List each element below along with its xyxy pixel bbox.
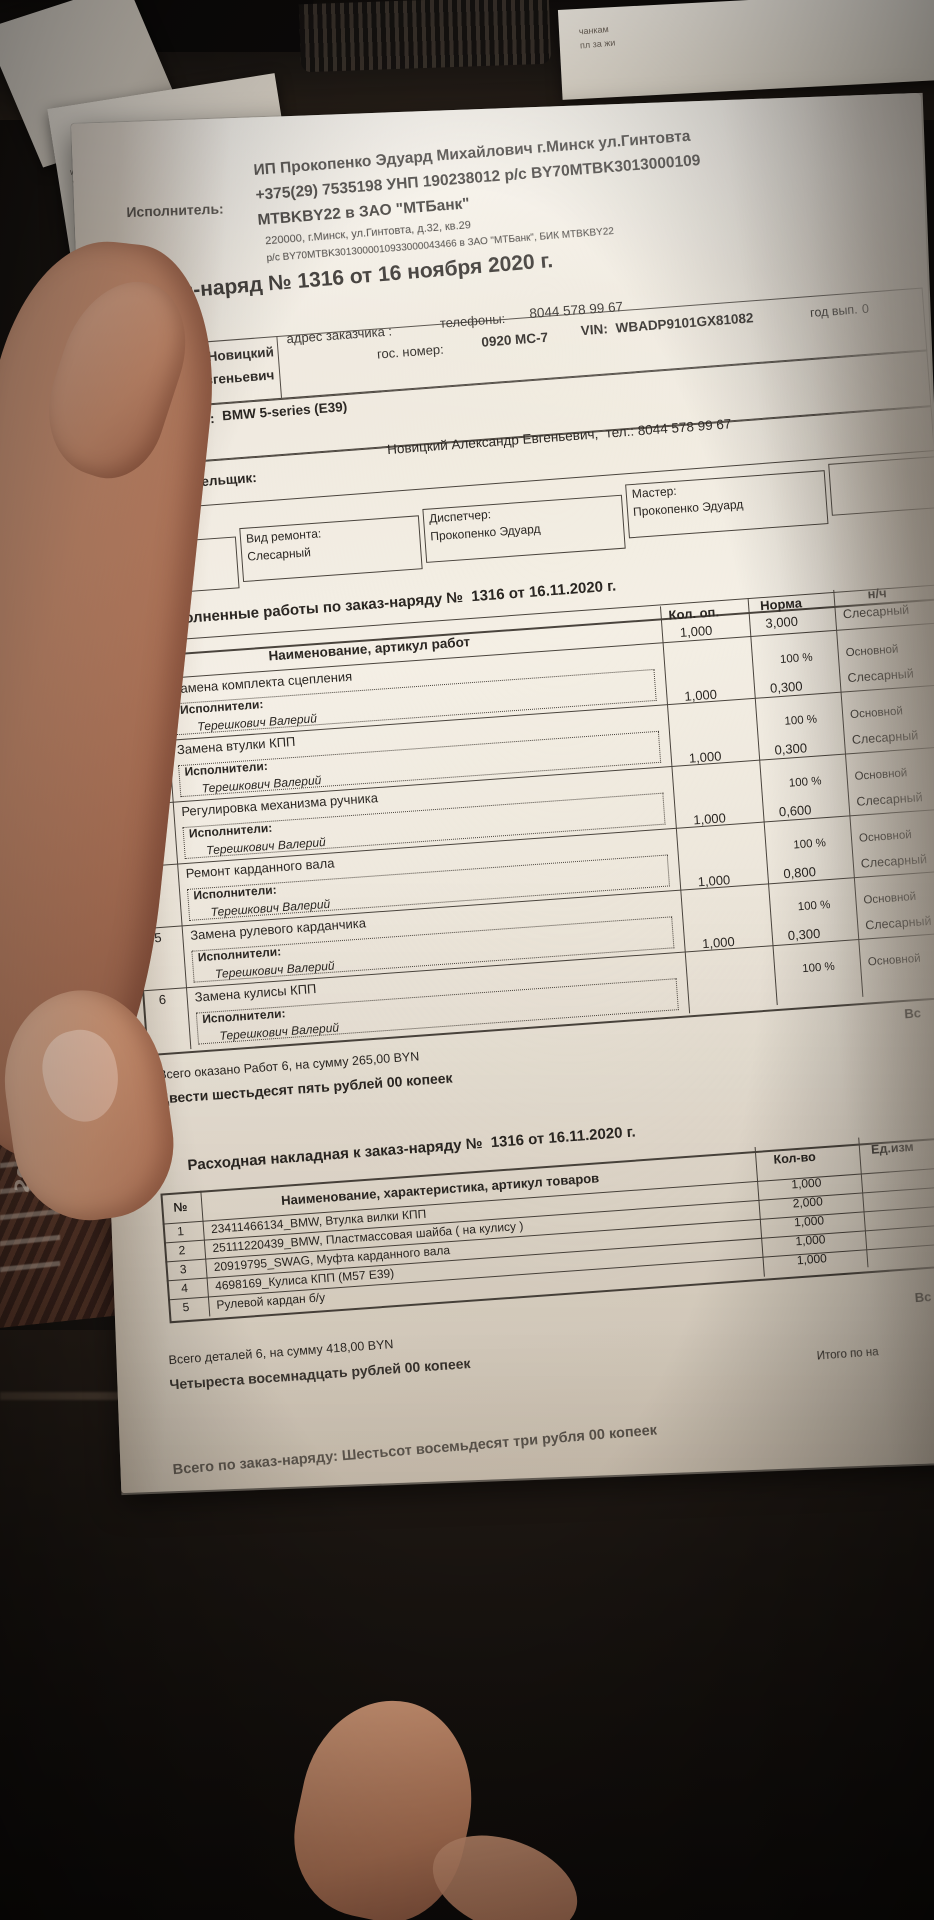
works-row-norm: 0,300 [769,678,804,696]
executor-label: Исполнитель: [126,200,224,221]
works-row-qty: 1,000 [697,872,731,890]
parts-row-no: 1 [176,1224,185,1239]
works-row-qty: 1,000 [688,748,722,766]
works-row-no: 6 [158,991,167,1008]
service-order-document: Исполнитель: ИП Прокопенко Эдуард Михайл… [71,92,934,1496]
parts-row-no: 2 [178,1243,186,1258]
parts-col-no: № [172,1199,188,1215]
grand-total-line: Всего по заказ-наряду: Шестьсот восемьде… [172,1422,658,1479]
works-percent: 100 % [779,651,814,666]
parts-col-qty: Кол-во [773,1149,817,1167]
parts-row-qty: 1,000 [793,1213,825,1230]
parts-row-qty: 2,000 [792,1194,824,1211]
works-table: № Наименование, артикул работ Кол. оп. Н… [117,584,934,1057]
works-row-norm: 0,800 [782,863,817,882]
parts-row-qty: 1,000 [796,1251,828,1268]
grate-object [298,0,552,73]
year-value: 0 [861,301,870,317]
parts-right-cut-text: Вс [914,1289,932,1306]
works-right-cut-text: Вс [903,1005,922,1022]
document-content: Исполнитель: ИП Прокопенко Эдуард Михайл… [71,92,934,1496]
works-row-norm: 0,600 [778,802,812,820]
works-row-qty: 1,000 [679,622,713,641]
paper-scrap-right-text: чанкам пл за жи [578,23,616,50]
works-row-norm: 0,300 [787,925,821,944]
vin-label: VIN: [580,321,609,339]
meta-extra-box [828,456,934,516]
parts-row-qty: 1,000 [794,1232,826,1249]
works-percent: 100 % [788,775,822,790]
works-row-norm: 0,300 [773,740,808,758]
parts-row-no: 3 [179,1261,188,1277]
works-row-qty: 1,000 [683,686,718,704]
works-row-qty: 1,000 [692,810,727,828]
parts-right-total-label: Итого по на [816,1346,880,1363]
works-col-norm: Норма [759,595,803,614]
works-row-qty: 1,000 [701,933,736,952]
works-percent: 100 % [784,713,818,728]
parts-row-qty: 1,000 [790,1175,822,1192]
works-percent: 100 % [797,899,831,914]
parts-row-no: 4 [180,1280,189,1296]
works-percent: 100 % [801,960,836,976]
works-row-norm: 3,000 [764,613,799,631]
works-percent: 100 % [792,837,827,852]
parts-row-no: 5 [182,1299,190,1315]
works-col-nch: н/ч [867,585,888,602]
